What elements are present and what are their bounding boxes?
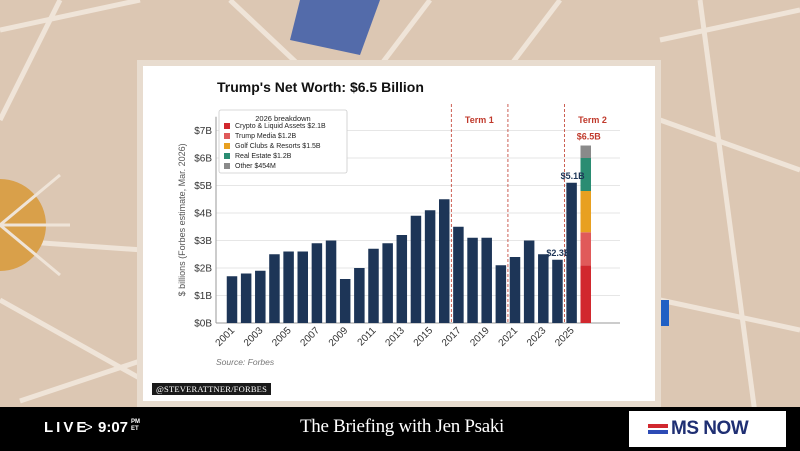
bar-2015 — [424, 210, 436, 323]
legend-swatch — [224, 143, 230, 149]
bar-2014 — [410, 215, 422, 323]
x-tick-label: 2005 — [270, 325, 294, 349]
legend-box — [218, 109, 348, 174]
legend-swatch — [224, 153, 230, 159]
x-tick-label: 2001 — [214, 325, 238, 349]
bar-2017 — [453, 226, 464, 323]
bar-2022 — [523, 240, 535, 323]
data-label: $5.1B — [561, 171, 586, 181]
network-logo: MS NOW — [629, 411, 786, 447]
x-tick-label: 2003 — [242, 325, 266, 349]
stack-segment — [580, 145, 591, 158]
bar-2020 — [495, 265, 507, 323]
x-tick-label: 2009 — [327, 325, 351, 349]
legend-entry: Real Estate $1.2B — [235, 153, 292, 160]
y-tick-label: $1B — [194, 291, 212, 302]
show-title: The Briefing with Jen Psaki — [300, 416, 505, 437]
bar-2010 — [354, 268, 365, 323]
bar-2016 — [439, 199, 450, 323]
x-tick-label: 2025 — [553, 325, 577, 349]
term-label: Term 1 — [465, 115, 494, 125]
bar-2003 — [255, 270, 266, 323]
bar-2011 — [368, 248, 379, 323]
stack-segment — [580, 232, 591, 266]
chart-title: Trump's Net Worth: $6.5 Billion — [217, 79, 424, 95]
network-name: MS NOW — [671, 418, 749, 439]
bar-2013 — [396, 235, 408, 323]
bar-2019 — [481, 237, 492, 323]
y-tick-label: $5B — [194, 181, 212, 192]
x-tick-label: 2011 — [356, 325, 379, 348]
y-tick-label: $3B — [194, 236, 212, 247]
chart-card: Trump's Net Worth: $6.5 Billion $0B $1B $2… — [143, 66, 655, 401]
live-label: LIVE — [44, 419, 90, 436]
bar-2007 — [311, 243, 323, 323]
legend-swatch — [224, 133, 230, 139]
bar-2006 — [297, 251, 308, 323]
bar-2018 — [467, 237, 478, 323]
bar-2005 — [283, 251, 294, 323]
clock-time: 9:07 — [98, 419, 129, 436]
bar-2024 — [552, 259, 563, 323]
stack-segment — [580, 158, 591, 191]
stack-segment — [580, 265, 591, 323]
x-tick-label: 2015 — [412, 325, 436, 349]
legend-entry: Golf Clubs & Resorts $1.5B — [235, 143, 321, 150]
bar-2008 — [325, 240, 337, 323]
bar-2009 — [339, 279, 351, 323]
stack-segment — [580, 191, 591, 233]
legend-swatch — [224, 123, 230, 129]
lower-third-bar: LIVE > 9:07 PM ET The Briefing with Jen P… — [0, 407, 800, 451]
data-label: $2.3B — [546, 248, 571, 258]
credit-tag: @STEVERATTNER/FORBES — [152, 383, 272, 395]
y-tick-label: $4B — [194, 209, 212, 220]
x-tick-label: 2019 — [468, 325, 492, 349]
legend-entry: Crypto & Liquid Assets $2.1B — [235, 123, 326, 130]
legend-title: 2026 breakdown — [255, 114, 310, 123]
stack-total-label: $6.5B — [577, 132, 602, 142]
legend-entry: Trump Media $1.2B — [235, 133, 297, 140]
bar-2025 — [566, 182, 577, 323]
x-tick-label: 2023 — [525, 325, 549, 349]
y-tick-label: $7B — [194, 126, 212, 137]
bar-2002 — [240, 273, 252, 323]
clock-zone: PM ET — [131, 419, 140, 432]
legend-swatch — [224, 163, 230, 169]
source-note: Source: Forbes — [216, 357, 275, 367]
bar-2023 — [538, 254, 549, 323]
term-label: Term 2 — [578, 115, 607, 125]
x-tick-label: 2021 — [497, 325, 521, 349]
bar-2001 — [226, 276, 238, 323]
y-axis-label: $ billions (Forbes estimate, Mar. 2026) — [177, 143, 187, 296]
bar-2004 — [269, 254, 280, 323]
x-tick-label: 2007 — [299, 325, 323, 349]
live-arrow: > — [84, 419, 93, 436]
y-tick-label: $0B — [194, 319, 212, 330]
y-tick-label: $6B — [194, 154, 212, 165]
bar-2012 — [382, 243, 393, 323]
bar-2021 — [509, 257, 521, 323]
y-tick-label: $2B — [194, 264, 212, 275]
x-tick-label: 2017 — [440, 325, 464, 349]
network-logo-icon — [648, 424, 668, 434]
bar-chart: $0B $1B $2B $3B $4B $5B $6B $7B $ billions (Forb… — [177, 104, 620, 367]
legend-entry: Other $454M — [235, 163, 276, 170]
x-tick-label: 2013 — [383, 325, 407, 349]
